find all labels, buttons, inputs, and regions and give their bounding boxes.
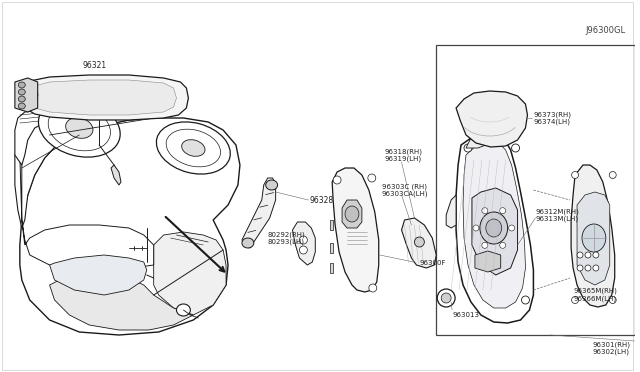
Polygon shape: [49, 275, 193, 330]
Ellipse shape: [572, 296, 579, 304]
Ellipse shape: [300, 236, 307, 244]
Polygon shape: [330, 243, 333, 253]
Polygon shape: [242, 178, 276, 248]
Ellipse shape: [609, 171, 616, 179]
Ellipse shape: [19, 82, 26, 88]
Ellipse shape: [19, 103, 26, 109]
Polygon shape: [292, 222, 316, 265]
Ellipse shape: [19, 89, 26, 95]
Polygon shape: [18, 75, 188, 120]
Ellipse shape: [593, 265, 599, 271]
Polygon shape: [342, 200, 362, 228]
Ellipse shape: [500, 242, 506, 248]
Polygon shape: [463, 140, 525, 308]
Text: 96301(RH)
96302(LH): 96301(RH) 96302(LH): [593, 341, 631, 355]
Polygon shape: [401, 218, 436, 268]
Ellipse shape: [300, 246, 307, 254]
Polygon shape: [15, 118, 154, 228]
Ellipse shape: [345, 206, 359, 222]
Ellipse shape: [464, 144, 472, 152]
Text: 80292(RH)
80293(LH): 80292(RH) 80293(LH): [268, 231, 305, 245]
Ellipse shape: [66, 118, 93, 138]
Polygon shape: [475, 251, 500, 272]
Text: 96321: 96321: [82, 61, 106, 70]
Ellipse shape: [48, 105, 111, 151]
Ellipse shape: [482, 242, 488, 248]
Ellipse shape: [522, 296, 529, 304]
Polygon shape: [20, 118, 240, 335]
Polygon shape: [456, 91, 527, 147]
Ellipse shape: [156, 122, 230, 174]
Ellipse shape: [582, 224, 606, 252]
Polygon shape: [15, 110, 65, 165]
Ellipse shape: [182, 140, 205, 156]
Polygon shape: [49, 255, 147, 295]
Polygon shape: [20, 155, 154, 270]
Ellipse shape: [19, 96, 26, 102]
Polygon shape: [15, 78, 38, 112]
Polygon shape: [571, 165, 615, 307]
Text: 96303C (RH)
96303CA(LH): 96303C (RH) 96303CA(LH): [381, 183, 428, 197]
Ellipse shape: [500, 208, 506, 214]
Ellipse shape: [480, 212, 508, 244]
Ellipse shape: [437, 289, 455, 307]
Polygon shape: [577, 192, 610, 285]
Text: 96328: 96328: [309, 196, 333, 205]
Ellipse shape: [415, 237, 424, 247]
Ellipse shape: [482, 208, 488, 214]
Ellipse shape: [38, 99, 120, 157]
Ellipse shape: [577, 252, 583, 258]
Ellipse shape: [368, 174, 376, 182]
Ellipse shape: [473, 225, 479, 231]
Text: 96373(RH)
96374(LH): 96373(RH) 96374(LH): [533, 111, 572, 125]
Text: 963013: 963013: [452, 312, 479, 318]
Ellipse shape: [266, 180, 278, 190]
Polygon shape: [472, 188, 518, 275]
Ellipse shape: [577, 265, 583, 271]
Ellipse shape: [369, 284, 377, 292]
Ellipse shape: [486, 219, 502, 237]
Polygon shape: [332, 168, 379, 292]
Text: 96318(RH)
96319(LH): 96318(RH) 96319(LH): [385, 148, 422, 162]
Bar: [436, 45, 634, 335]
Polygon shape: [466, 132, 493, 148]
Text: 96312M(RH)
96313M(LH): 96312M(RH) 96313M(LH): [536, 208, 579, 222]
Ellipse shape: [585, 252, 591, 258]
Polygon shape: [330, 220, 333, 230]
Ellipse shape: [18, 87, 38, 103]
Polygon shape: [446, 195, 456, 228]
Ellipse shape: [441, 293, 451, 303]
Ellipse shape: [511, 144, 520, 152]
Ellipse shape: [593, 252, 599, 258]
Polygon shape: [456, 132, 533, 323]
Polygon shape: [28, 80, 177, 115]
Polygon shape: [330, 263, 333, 273]
Text: J96300GL: J96300GL: [585, 26, 625, 35]
Ellipse shape: [166, 129, 221, 167]
Ellipse shape: [609, 296, 616, 304]
Text: 96365M(RH)
96366M(LH): 96365M(RH) 96366M(LH): [573, 288, 617, 302]
Ellipse shape: [177, 304, 190, 316]
Ellipse shape: [585, 265, 591, 271]
Ellipse shape: [509, 225, 515, 231]
Polygon shape: [111, 165, 121, 185]
Ellipse shape: [572, 171, 579, 179]
Text: 96300F: 96300F: [419, 260, 446, 266]
Polygon shape: [154, 232, 226, 315]
Ellipse shape: [333, 176, 341, 184]
Ellipse shape: [242, 238, 254, 248]
